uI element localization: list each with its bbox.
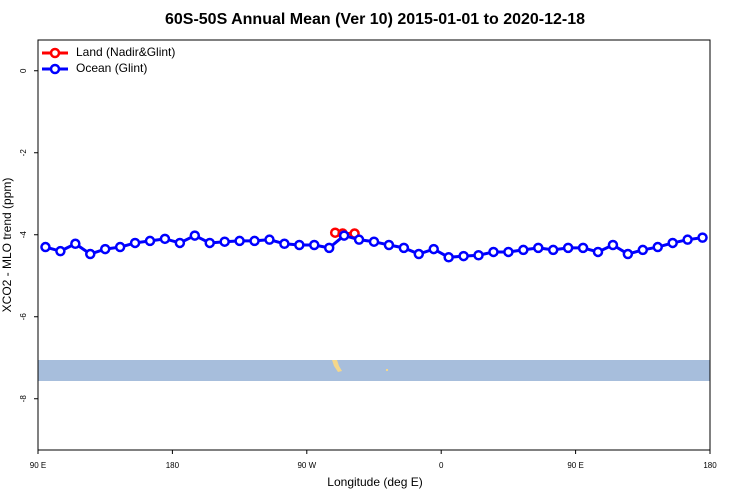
data-point <box>85 248 96 260</box>
data-point <box>309 239 320 251</box>
data-point <box>398 242 410 254</box>
data-point <box>114 241 126 253</box>
data-point <box>473 250 484 261</box>
data-point <box>652 241 663 253</box>
data-point <box>413 248 425 260</box>
y-tick-label: 0 <box>19 68 28 73</box>
data-point <box>55 245 66 257</box>
data-point <box>428 243 439 255</box>
x-tick-label: 90 E <box>567 461 583 470</box>
data-point <box>159 233 171 245</box>
chart-title: 60S-50S Annual Mean (Ver 10) 2015-01-01 … <box>165 11 585 28</box>
data-point <box>204 237 215 249</box>
data-point <box>533 242 544 254</box>
data-point <box>697 232 708 243</box>
map-land <box>332 360 342 372</box>
legend-label: Ocean (Glint) <box>76 61 147 75</box>
data-point <box>607 239 619 251</box>
data-point <box>99 243 111 255</box>
data-point <box>323 242 335 254</box>
x-tick-label: 180 <box>703 461 717 470</box>
x-tick-label: 180 <box>166 461 180 470</box>
y-tick-label: -4 <box>19 231 28 239</box>
legend-label: Land (Nadir&Glint) <box>76 45 175 59</box>
data-point <box>279 238 290 250</box>
x-tick-label: 0 <box>439 461 444 470</box>
y-axis-label: XCO2 - MLO trend (ppm) <box>0 178 14 313</box>
y-tick-label: -8 <box>19 395 28 403</box>
data-point <box>294 239 305 251</box>
data-point <box>503 246 514 258</box>
data-point <box>174 237 186 249</box>
data-point <box>488 246 499 258</box>
data-point <box>219 236 230 247</box>
data-point <box>144 235 156 247</box>
data-point <box>189 230 201 241</box>
legend-marker <box>49 63 61 75</box>
x-axis-label: Longitude (deg E) <box>327 475 422 489</box>
data-point <box>368 236 380 247</box>
data-point <box>622 248 634 260</box>
map-land <box>386 369 388 371</box>
data-point <box>234 235 245 247</box>
data-point <box>353 234 365 245</box>
data-point <box>443 252 454 263</box>
map-ocean <box>38 360 710 381</box>
data-point <box>264 234 275 245</box>
x-tick-label: 90 W <box>297 461 316 470</box>
data-point <box>458 250 469 262</box>
data-point <box>592 246 604 258</box>
data-point <box>518 244 529 256</box>
data-point <box>667 237 678 249</box>
legend-marker <box>49 47 61 59</box>
y-tick-label: -2 <box>19 149 28 157</box>
data-point <box>383 239 395 251</box>
data-point <box>338 230 350 241</box>
data-point <box>577 242 589 254</box>
x-tick-label: 90 E <box>30 461 46 470</box>
data-point <box>70 238 81 250</box>
y-tick-label: -6 <box>19 313 28 321</box>
data-point <box>40 241 51 253</box>
data-point <box>637 244 649 256</box>
data-point <box>547 244 559 256</box>
data-point <box>129 237 141 249</box>
data-point <box>249 235 260 247</box>
data-point <box>562 242 574 254</box>
plot-frame <box>37 39 711 451</box>
data-point <box>682 234 693 245</box>
